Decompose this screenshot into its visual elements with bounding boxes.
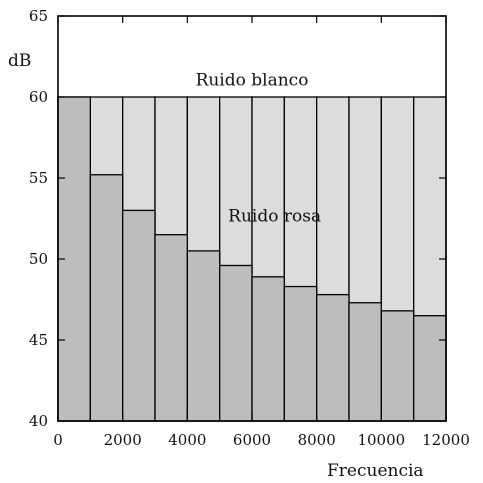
y-tick-label-1: 45 — [29, 331, 48, 349]
y-axis-label: dB — [8, 51, 31, 71]
bar-ruido-rosa-4 — [186, 250, 221, 422]
y-tick-label-4: 60 — [29, 88, 48, 106]
bar-ruido-rosa-7 — [283, 285, 318, 422]
ticks-layer: 0 2000 4000 6000 8000 10000 12000 40 45 50 55 60 65 — [29, 7, 470, 449]
bar-ruido-rosa-5 — [219, 264, 253, 422]
x-tick-label-5: 10000 — [357, 431, 405, 449]
bars-layer — [57, 96, 447, 422]
y-tick-label-2: 50 — [29, 250, 48, 268]
annotation-white-noise: Ruido blanco — [196, 71, 309, 91]
x-tick-label-6: 12000 — [422, 431, 470, 449]
bar-ruido-rosa-6 — [251, 276, 285, 422]
x-tick-label-1: 2000 — [104, 431, 142, 449]
bar-ruido-rosa-8 — [316, 293, 350, 422]
y-tick-label-5: 65 — [29, 7, 48, 25]
bar-ruido-rosa-1 — [89, 174, 124, 422]
bar-ruido-rosa-2 — [122, 209, 156, 422]
bar-ruido-rosa-11 — [413, 315, 447, 422]
x-tick-label-2: 4000 — [168, 431, 206, 449]
x-tick-label-0: 0 — [53, 431, 63, 449]
y-tick-label-3: 55 — [29, 169, 48, 187]
bar-ruido-rosa-3 — [154, 234, 188, 422]
x-axis-label: Frecuencia — [327, 461, 424, 481]
x-tick-label-4: 8000 — [298, 431, 336, 449]
y-tick-label-0: 40 — [29, 412, 48, 430]
bar-ruido-rosa-10 — [380, 310, 415, 422]
annotation-pink-noise: Ruido rosa — [228, 207, 321, 227]
bar-ruido-rosa-9 — [348, 302, 382, 422]
x-tick-label-3: 6000 — [233, 431, 271, 449]
